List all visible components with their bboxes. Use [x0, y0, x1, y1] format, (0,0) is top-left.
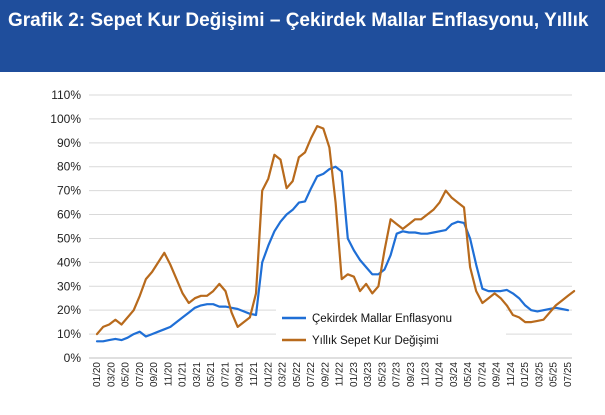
legend-label: Yıllık Sepet Kur Değişimi: [312, 335, 439, 347]
x-tick-label: 07/22: [306, 362, 317, 387]
x-tick-label: 01/22: [263, 362, 274, 387]
legend-label: Çekirdek Mallar Enflasyonu: [312, 313, 452, 325]
x-tick-label: 03/24: [449, 362, 460, 387]
y-tick-label: 110%: [51, 88, 81, 102]
x-tick-label: 07/24: [477, 362, 488, 387]
y-tick-label: 10%: [57, 327, 81, 341]
x-tick-label: 03/23: [363, 362, 374, 387]
x-tick-label: 07/21: [220, 362, 231, 387]
x-tick-label: 11/24: [506, 362, 517, 387]
y-tick-label: 80%: [57, 160, 81, 174]
chart-title-prefix: Grafik 2:: [8, 10, 86, 31]
y-tick-label: 0%: [64, 351, 82, 365]
x-tick-label: 05/21: [206, 362, 217, 387]
y-tick-label: 70%: [57, 184, 81, 198]
x-tick-label: 07/20: [135, 362, 146, 387]
chart-title-bar: Grafik 2: Sepet Kur Değişimi – Çekirdek …: [0, 0, 605, 72]
x-tick-label: 11/23: [420, 362, 431, 387]
x-tick-label: 11/21: [249, 362, 260, 387]
y-tick-label: 30%: [57, 279, 81, 293]
x-tick-label: 03/25: [534, 362, 545, 387]
x-tick-label: 05/20: [121, 362, 132, 387]
x-tick-label: 01/25: [520, 362, 531, 387]
x-tick-label: 01/21: [178, 362, 189, 387]
x-tick-label: 03/21: [192, 362, 203, 387]
y-tick-label: 40%: [57, 255, 81, 269]
x-tick-label: 07/25: [563, 362, 574, 387]
y-tick-label: 60%: [57, 208, 81, 222]
y-tick-label: 90%: [57, 136, 81, 150]
x-tick-label: 11/22: [335, 362, 346, 387]
chart-title: Sepet Kur Değişimi – Çekirdek Mallar Enf…: [90, 10, 589, 31]
line-chart: 0% 10% 20% 30% 40% 50% 60% 70% 80% 90% 100% 110% 01/…: [50, 88, 576, 387]
x-tick-label: 07/23: [392, 362, 403, 387]
series-line-1: [95, 124, 576, 336]
x-tick-label: 09/23: [406, 362, 417, 387]
x-tick-label: 01/23: [349, 362, 360, 387]
y-tick-label: 20%: [57, 303, 81, 317]
y-tick-label: 100%: [50, 112, 81, 126]
x-tick-label: 09/21: [235, 362, 246, 387]
x-tick-label: 09/20: [149, 362, 160, 387]
x-tick-label: 11/20: [163, 362, 174, 387]
x-tick-label: 09/22: [320, 362, 331, 387]
x-tick-label: 01/24: [435, 362, 446, 387]
y-tick-label: 50%: [57, 231, 81, 245]
x-tick-label: 03/22: [278, 362, 289, 387]
x-tick-label: 01/20: [92, 362, 103, 387]
x-tick-label: 09/24: [492, 362, 503, 387]
legend-box: [276, 308, 506, 350]
x-tick-label: 05/22: [292, 362, 303, 387]
x-tick-label: 03/20: [106, 362, 117, 387]
x-tick-label: 05/23: [377, 362, 388, 387]
x-tick-label: 05/25: [549, 362, 560, 387]
x-tick-label: 05/24: [463, 362, 474, 387]
